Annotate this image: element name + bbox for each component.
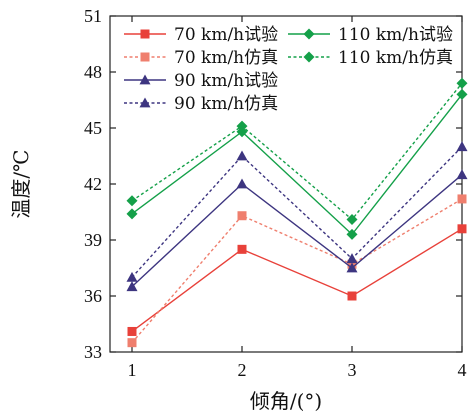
data-point (127, 326, 137, 336)
legend-item: 90 km/h试验 (124, 71, 278, 91)
data-point (456, 77, 468, 89)
data-point (457, 194, 467, 204)
y-axis-title: 温度/℃ (9, 149, 33, 218)
legend-label: 70 km/h试验 (174, 25, 278, 45)
series-6 (126, 77, 468, 225)
x-axis: 1 2 3 4 (128, 16, 467, 380)
data-point (456, 141, 468, 152)
y-tick-label: 39 (84, 230, 102, 250)
y-tick-label: 42 (84, 174, 102, 194)
data-point (237, 211, 247, 221)
legend-marker (139, 74, 151, 85)
series-line (131, 93, 463, 236)
data-point (346, 213, 358, 225)
data-point (236, 126, 248, 138)
series-line (131, 174, 463, 288)
legend-label: 90 km/h试验 (174, 71, 278, 91)
legend-marker (140, 52, 150, 62)
data-point (347, 291, 357, 301)
data-point (457, 224, 467, 234)
legend: 70 km/h试验 70 km/h仿真 90 km/h试验 90 km/h仿真 110 … (124, 25, 453, 114)
legend-marker (303, 28, 315, 40)
legend-marker (140, 29, 150, 39)
x-tick-label: 3 (348, 360, 357, 380)
legend-item: 110 km/h仿真 (288, 48, 453, 68)
data-point (236, 178, 248, 189)
series-3 (126, 169, 468, 292)
series-1 (127, 224, 467, 336)
legend-marker (303, 51, 315, 63)
y-tick-label: 45 (84, 118, 102, 138)
data-point (237, 244, 247, 254)
data-point (456, 169, 468, 180)
series-4 (126, 141, 468, 282)
y-tick-label: 51 (84, 6, 102, 26)
series-layer (126, 77, 468, 348)
y-tick-label: 33 (84, 342, 102, 362)
data-point (126, 208, 138, 220)
series-line (131, 146, 463, 278)
series-line (131, 82, 463, 221)
data-point (346, 253, 358, 264)
data-point (236, 150, 248, 161)
y-tick-label: 48 (84, 62, 102, 82)
x-tick-label: 4 (458, 360, 467, 380)
legend-item: 70 km/h试验 (124, 25, 278, 45)
y-tick-label: 36 (84, 286, 102, 306)
legend-label: 110 km/h试验 (338, 25, 453, 45)
legend-label: 70 km/h仿真 (174, 48, 278, 68)
data-point (236, 120, 248, 132)
legend-marker (139, 97, 151, 108)
data-point (126, 195, 138, 207)
data-point (126, 271, 138, 282)
data-point (346, 228, 358, 240)
data-point (126, 281, 138, 292)
series-5 (126, 88, 468, 240)
x-tick-label: 2 (238, 360, 247, 380)
legend-label: 90 km/h仿真 (174, 94, 278, 114)
legend-item: 110 km/h试验 (288, 25, 453, 45)
series-line (131, 198, 463, 344)
legend-label: 110 km/h仿真 (338, 48, 453, 68)
series-line (131, 228, 463, 333)
x-tick-label: 1 (128, 360, 137, 380)
data-point (346, 262, 358, 273)
legend-item: 70 km/h仿真 (124, 48, 278, 68)
series-2 (127, 194, 467, 348)
y-axis: 33 36 39 42 45 48 51 (84, 6, 462, 362)
x-axis-title: 倾角/(°) (250, 389, 322, 413)
data-point (456, 88, 468, 100)
legend-item: 90 km/h仿真 (124, 94, 278, 114)
data-point (127, 338, 137, 348)
